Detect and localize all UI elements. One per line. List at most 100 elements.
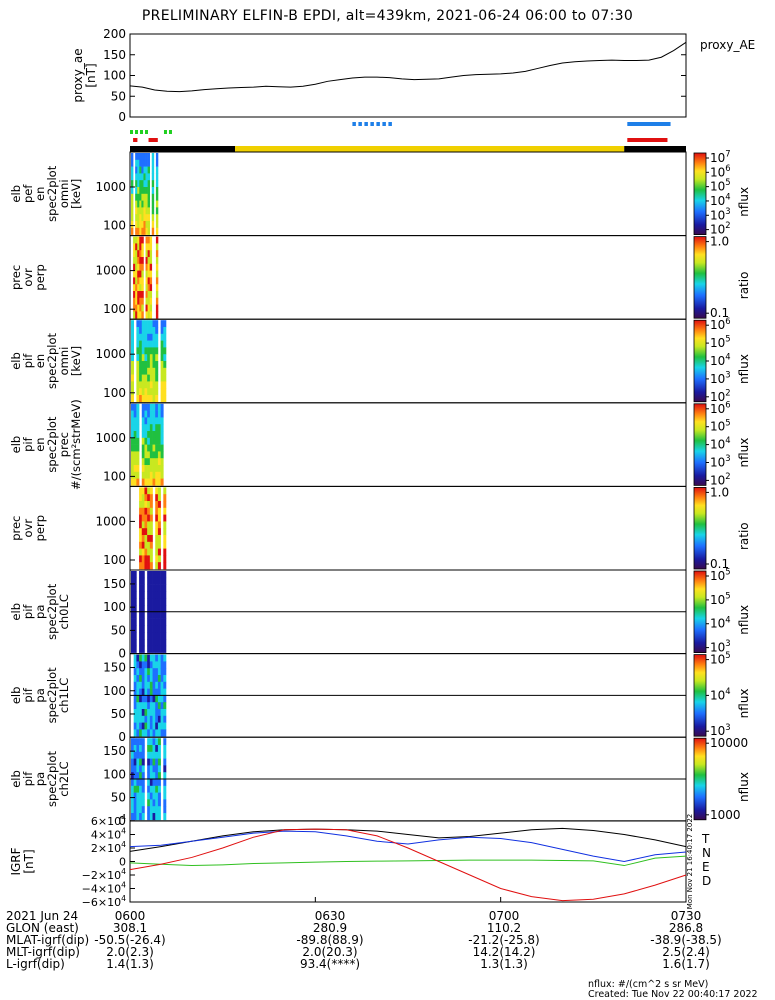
igrf-tick-label: −4×104 — [82, 881, 126, 896]
spectrogram-cell — [157, 431, 161, 439]
colorbar-tick-label: 105 — [710, 567, 731, 583]
spectrogram-cell — [139, 507, 143, 515]
spectrogram-cell — [139, 200, 142, 208]
spectrogram-cell — [151, 180, 155, 188]
spectrogram-cell — [149, 654, 153, 662]
spectrogram-cell — [147, 277, 150, 285]
spectrogram-cell — [149, 548, 153, 556]
spectrogram-cell — [163, 688, 167, 696]
spectrogram-cell — [141, 277, 144, 285]
spectrogram-cell — [141, 779, 145, 787]
spectrogram-cell — [149, 571, 153, 579]
spectrogram-cell — [141, 340, 145, 348]
spectrogram-cell — [133, 584, 137, 592]
proxy-ae-tick-label: 150 — [103, 48, 126, 62]
spectrogram-cell — [163, 501, 167, 509]
spectrogram-cell — [147, 291, 150, 299]
spectrogram-cell — [139, 243, 142, 251]
spectrogram-cell — [163, 562, 167, 570]
spectrogram-cell — [157, 535, 161, 543]
spectrogram-cell — [141, 541, 145, 549]
spectrogram-cell — [137, 263, 140, 271]
spectrogram-cell — [155, 451, 159, 459]
spectrogram-cell — [152, 702, 156, 710]
spectrogram-cell — [163, 361, 167, 369]
footer-row-value: 2.0(2.3) — [106, 945, 154, 959]
igrf-ylabel: [nT] — [22, 849, 36, 873]
spectrogram-cell — [136, 675, 140, 683]
spectrogram-cell — [147, 577, 151, 585]
spectrogram-cell — [139, 661, 143, 669]
spectrogram-cell — [141, 528, 145, 536]
colorbar-tick-label: 105 — [710, 177, 731, 193]
spectrogram-cell — [157, 528, 161, 536]
spectrogram-cell — [141, 200, 144, 208]
spectrogram-cell — [139, 361, 143, 369]
spectrogram-cell — [141, 806, 145, 814]
spectrogram-cell — [141, 458, 145, 466]
footer-row-value: 280.9 — [312, 921, 348, 935]
spectrogram-cell — [147, 257, 150, 265]
spectrogram-cell — [149, 374, 153, 382]
spectrogram-cell — [136, 478, 140, 486]
spectrogram-cell — [133, 758, 137, 766]
panel-ylabel: omni — [57, 347, 71, 376]
spectrogram-cell — [144, 722, 148, 730]
spectrogram-cell — [149, 465, 153, 473]
colorbar-tick-label: 105 — [710, 590, 731, 606]
spectrogram-cell — [144, 501, 148, 509]
spectrogram-cell — [133, 410, 137, 418]
spectrogram-cell — [141, 521, 145, 529]
spectrogram-cell — [147, 535, 151, 543]
spectrogram-cell — [133, 611, 137, 619]
spectrogram-cell — [135, 207, 138, 215]
spectrogram-cell — [136, 799, 140, 807]
spectrogram-cell — [139, 813, 143, 821]
spectrogram-cell — [141, 166, 144, 174]
spectrogram-cell — [135, 291, 138, 299]
spectrogram-cell — [143, 227, 146, 235]
colorbar-tick-label: 0.1 — [710, 557, 729, 571]
spectrogram-cell — [139, 221, 142, 229]
spectrogram-cell — [149, 611, 153, 619]
spectrogram-cell — [137, 284, 140, 292]
spectrogram-cell — [141, 813, 145, 821]
panel-ylabel: pa — [33, 605, 47, 619]
spectrogram-cell — [152, 654, 156, 662]
footer-row-value: 0730 — [670, 909, 702, 923]
spectrogram-cell — [137, 236, 140, 244]
spectrogram-cell — [152, 431, 156, 439]
spectrogram-cell — [141, 187, 144, 195]
spectrogram-cell — [135, 187, 138, 195]
spectrogram-cell — [155, 367, 159, 375]
spectrogram-cell — [157, 598, 161, 606]
panel-ylabel: elb — [9, 603, 23, 621]
spectrogram-cell — [152, 709, 156, 717]
spectrogram-cell — [155, 709, 159, 717]
spectrogram-cell — [141, 487, 145, 495]
spectrogram-cell — [144, 681, 148, 689]
panel-ylabel: omni — [57, 179, 71, 208]
spectrogram-cell — [149, 591, 153, 599]
spectrogram-cell — [133, 765, 137, 773]
spectrogram-cell — [163, 591, 167, 599]
spectrogram-cell — [152, 320, 156, 328]
spectrogram-cell — [143, 221, 146, 229]
spectrogram-cell — [133, 702, 137, 710]
spectrogram-cell — [139, 785, 143, 793]
spectrogram-cell — [133, 695, 137, 703]
spectrogram-cell — [141, 173, 144, 181]
spectrogram-cell — [131, 187, 134, 195]
spectrogram-cell — [155, 270, 159, 278]
spectrogram-cell — [141, 263, 144, 271]
spectrogram-cell — [136, 354, 140, 362]
spectrogram-cell — [139, 501, 143, 509]
spectrogram-cell — [157, 792, 161, 800]
spectrogram-cell — [163, 779, 167, 787]
panel-ylabel: elb — [9, 352, 23, 370]
spectrogram-cell — [136, 688, 140, 696]
spectrogram-cell — [141, 645, 145, 653]
spectrogram-cell — [139, 695, 143, 703]
spectrogram-cell — [137, 214, 140, 222]
